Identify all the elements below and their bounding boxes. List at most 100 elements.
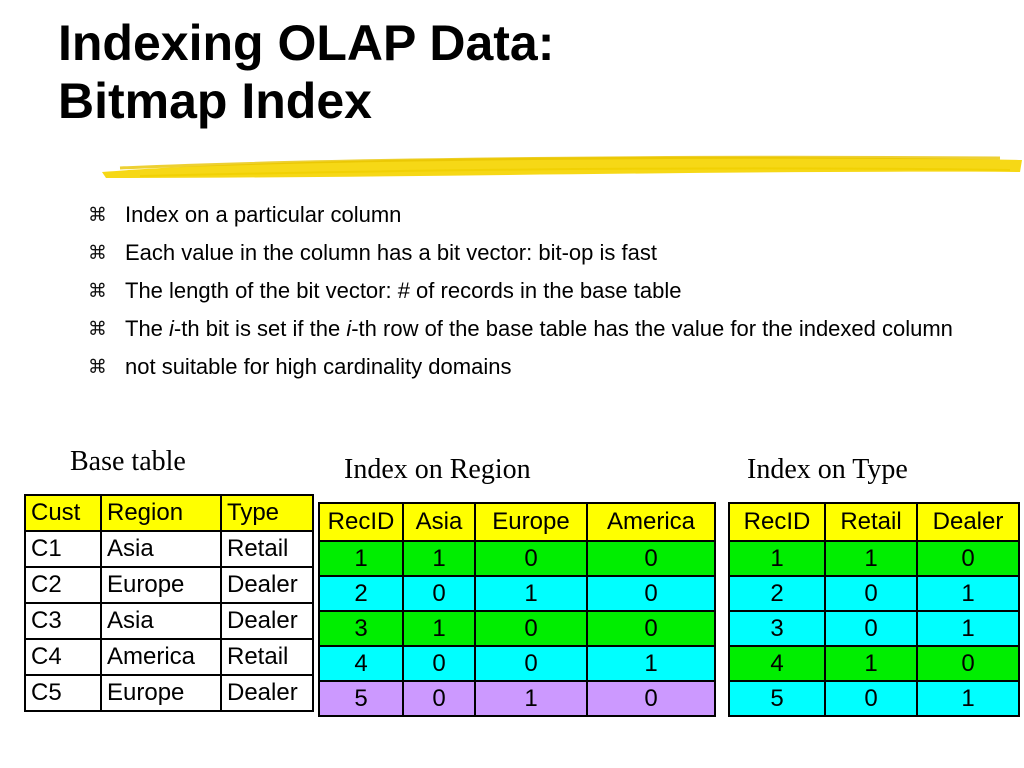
table-cell: C4 (24, 638, 102, 676)
table-cell: 0 (474, 610, 588, 647)
table-cell: 1 (916, 680, 1020, 717)
table-row: 2 0 1 (728, 575, 1020, 612)
table-cell: 2 (728, 575, 826, 612)
table-cell: 0 (474, 645, 588, 682)
bullet-text: The i-th bit is set if the i-th row of t… (125, 316, 953, 341)
table-cell: Europe (100, 674, 222, 712)
column-header: Retail (824, 502, 918, 542)
column-header: Europe (474, 502, 588, 542)
table-cell: 0 (916, 540, 1020, 577)
table-cell: Europe (100, 566, 222, 604)
table-cell: C5 (24, 674, 102, 712)
table-cell: 1 (586, 645, 716, 682)
base-table: Cust Region Type C1 Asia Retail C2 Europ… (24, 494, 314, 712)
table-cell: 3 (728, 610, 826, 647)
z-bullet-icon: ⌘ (88, 356, 107, 378)
table-cell: 0 (824, 575, 918, 612)
table-cell: 0 (402, 680, 476, 717)
table-cell: 1 (824, 645, 918, 682)
table-cell: America (100, 638, 222, 676)
table-cell: 0 (402, 575, 476, 612)
table-cell: 1 (728, 540, 826, 577)
bullet-item: ⌘ Index on a particular column (88, 200, 988, 230)
table-cell: 4 (318, 645, 404, 682)
table-cell: C3 (24, 602, 102, 640)
base-table-caption: Base table (70, 446, 186, 477)
bullet-text: Each value in the column has a bit vecto… (125, 240, 657, 265)
table-row: 2 0 1 0 (318, 575, 716, 612)
table-cell: Dealer (220, 602, 314, 640)
table-cell: 1 (474, 680, 588, 717)
table-cell: 1 (824, 540, 918, 577)
z-bullet-icon: ⌘ (88, 242, 107, 264)
table-cell: 4 (728, 645, 826, 682)
table-cell: 0 (402, 645, 476, 682)
column-header: Asia (402, 502, 476, 542)
slide-title: Indexing OLAP Data: Bitmap Index (58, 14, 554, 130)
title-line-2: Bitmap Index (58, 73, 372, 129)
table-header-row: Cust Region Type (24, 494, 314, 532)
type-index-caption: Index on Type (747, 454, 908, 485)
table-cell: 1 (402, 540, 476, 577)
table-cell: 0 (824, 610, 918, 647)
bullet-item: ⌘ Each value in the column has a bit vec… (88, 238, 988, 268)
table-cell: 1 (318, 540, 404, 577)
table-row: 5 0 1 0 (318, 680, 716, 717)
table-cell: 0 (586, 540, 716, 577)
table-row: C1 Asia Retail (24, 530, 314, 568)
table-row: 3 1 0 0 (318, 610, 716, 647)
table-cell: Asia (100, 530, 222, 568)
table-cell: Retail (220, 530, 314, 568)
table-cell: 0 (474, 540, 588, 577)
column-header: RecID (728, 502, 826, 542)
table-cell: 0 (586, 575, 716, 612)
title-line-1: Indexing OLAP Data: (58, 15, 555, 71)
table-row: C2 Europe Dealer (24, 566, 314, 604)
table-row: 4 0 0 1 (318, 645, 716, 682)
column-header: Region (100, 494, 222, 532)
table-cell: 1 (916, 575, 1020, 612)
table-row: C3 Asia Dealer (24, 602, 314, 640)
table-cell: Asia (100, 602, 222, 640)
bullet-text: The length of the bit vector: # of recor… (125, 278, 682, 303)
table-cell: Retail (220, 638, 314, 676)
table-cell: 0 (586, 610, 716, 647)
column-header: America (586, 502, 716, 542)
bullet-list: ⌘ Index on a particular column ⌘ Each va… (88, 200, 988, 390)
table-row: 5 0 1 (728, 680, 1020, 717)
table-cell: C2 (24, 566, 102, 604)
z-bullet-icon: ⌘ (88, 280, 107, 302)
table-header-row: RecID Retail Dealer (728, 502, 1020, 542)
region-index-caption: Index on Region (344, 454, 531, 485)
table-header-row: RecID Asia Europe America (318, 502, 716, 542)
table-cell: C1 (24, 530, 102, 568)
table-cell: 0 (916, 645, 1020, 682)
bullet-item: ⌘ not suitable for high cardinality doma… (88, 352, 988, 382)
bullet-item: ⌘ The length of the bit vector: # of rec… (88, 276, 988, 306)
column-header: Dealer (916, 502, 1020, 542)
table-cell: 2 (318, 575, 404, 612)
table-row: C5 Europe Dealer (24, 674, 314, 712)
type-index-table: RecID Retail Dealer 1 1 0 2 0 1 3 0 1 4 … (728, 502, 1020, 717)
table-row: 4 1 0 (728, 645, 1020, 682)
table-cell: 1 (402, 610, 476, 647)
z-bullet-icon: ⌘ (88, 204, 107, 226)
column-header: Type (220, 494, 314, 532)
bullet-text: not suitable for high cardinality domain… (125, 354, 512, 379)
table-cell: Dealer (220, 674, 314, 712)
column-header: RecID (318, 502, 404, 542)
bullet-item: ⌘ The i-th bit is set if the i-th row of… (88, 314, 988, 344)
table-cell: 0 (586, 680, 716, 717)
table-cell: 5 (318, 680, 404, 717)
table-cell: Dealer (220, 566, 314, 604)
bullet-text: Index on a particular column (125, 202, 402, 227)
table-cell: 5 (728, 680, 826, 717)
column-header: Cust (24, 494, 102, 532)
table-row: 1 1 0 0 (318, 540, 716, 577)
table-cell: 3 (318, 610, 404, 647)
table-row: 1 1 0 (728, 540, 1020, 577)
region-index-table: RecID Asia Europe America 1 1 0 0 2 0 1 … (318, 502, 716, 717)
table-row: C4 America Retail (24, 638, 314, 676)
table-cell: 0 (824, 680, 918, 717)
table-cell: 1 (916, 610, 1020, 647)
